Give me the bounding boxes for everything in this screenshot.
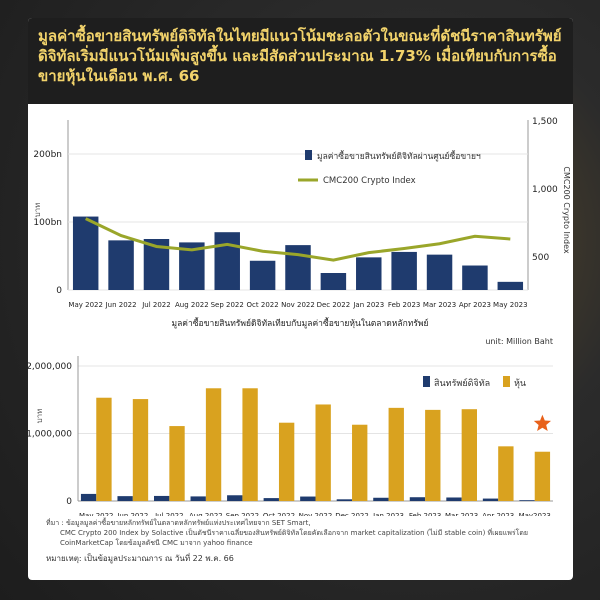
x-tick-label: Aug 2022: [175, 301, 209, 309]
legend-label: มูลค่าซื้อขายสินทรัพย์ดิจิทัลผ่านศูนย์ซื…: [317, 150, 481, 162]
x-tick-label: Dec 2022: [335, 512, 369, 516]
y2-tick-label: 500: [532, 253, 549, 263]
bar-stock: [425, 409, 441, 501]
legend-swatch-stock: [503, 376, 510, 387]
source-line-1: ที่มา : ข้อมูลมูลค่าซื้อขายหลักทรัพย์ในต…: [46, 519, 311, 527]
bar-stock: [96, 397, 112, 501]
bar-digital: [373, 497, 389, 501]
page-title: มูลค่าซื้อขายสินทรัพย์ดิจิทัลในไทยมีแนวโ…: [38, 27, 562, 85]
x-tick-label: Oct 2022: [247, 301, 279, 309]
x-tick-label: Jun 2022: [105, 301, 137, 309]
bar-digital-trading: [320, 273, 347, 290]
y2-tick-label: 1,000: [532, 185, 558, 195]
y-tick-label: 100bn: [33, 218, 62, 228]
bar-digital: [117, 496, 133, 501]
y-tick-label: 200bn: [33, 150, 62, 160]
bar-digital: [409, 497, 426, 501]
legend-swatch-bar: [305, 150, 312, 160]
bar-digital-trading: [356, 257, 382, 290]
bar-digital: [263, 498, 279, 501]
bar-digital-trading: [249, 260, 276, 290]
bar-stock: [534, 451, 551, 501]
legend-swatch-digital: [423, 376, 430, 387]
bar-stock: [169, 426, 185, 501]
bar-digital: [190, 496, 206, 501]
bar-digital-trading: [497, 281, 524, 290]
x-tick-label: Sep 2022: [226, 512, 259, 516]
x-tick-label: May 2022: [68, 301, 103, 309]
y-tick-label: 0: [56, 286, 62, 296]
x-tick-label: Mar 2023: [423, 301, 456, 309]
bar-digital-trading: [108, 240, 134, 290]
x-tick-label: Jan 2023: [352, 301, 384, 309]
x-tick-label: Dec 2022: [317, 301, 351, 309]
y-tick-label: 2,000,000: [28, 362, 72, 372]
bar-stock: [461, 409, 477, 501]
bar-digital: [519, 500, 535, 501]
bar-stock: [352, 424, 368, 501]
y-axis-label: บาท: [33, 203, 42, 218]
x-tick-label: Aug 2022: [189, 512, 223, 516]
footnotes: ที่มา : ข้อมูลมูลค่าซื้อขายหลักทรัพย์ในต…: [46, 518, 566, 564]
legend-label: สินทรัพย์ดิจิทัล: [434, 377, 490, 389]
bar-digital-trading: [426, 254, 453, 290]
x-tick-label: Nov 2022: [281, 301, 315, 309]
x-tick-label: Mar 2023: [445, 512, 478, 516]
source-line-3: CoinMarketCap โดยข้อมูลดัชนี CMC มาจาก y…: [60, 539, 253, 547]
x-tick-label: Jan 2023: [372, 512, 404, 516]
bar-stock: [315, 404, 331, 501]
x-tick-label: May 2023: [493, 301, 528, 309]
header-banner: มูลค่าซื้อขายสินทรัพย์ดิจิทัลในไทยมีแนวโ…: [28, 18, 573, 104]
bar-digital-trading: [462, 265, 488, 290]
x-tick-label: Feb 2023: [409, 512, 441, 516]
bar-stock: [278, 422, 295, 501]
bar-stock: [132, 399, 149, 501]
x-tick-label: Jul 2022: [141, 301, 171, 309]
x-tick-label: Jul 2022: [154, 512, 184, 516]
y-tick-label: 0: [66, 497, 72, 507]
x-tick-label: May2023: [519, 512, 551, 516]
unit-label: unit: Million Baht: [485, 337, 553, 346]
bar-digital: [227, 495, 243, 501]
y-tick-label: 1,000,000: [28, 430, 72, 440]
infographic-card: มูลค่าซื้อขายสินทรัพย์ดิจิทัลในไทยมีแนวโ…: [28, 18, 573, 580]
bar-digital-trading: [391, 251, 417, 290]
bar-stock: [388, 407, 404, 501]
bar-digital-trading: [285, 245, 311, 290]
legend-label: CMC200 Crypto Index: [323, 176, 416, 186]
y-axis-label: บาท: [35, 409, 44, 424]
x-tick-label: Feb 2023: [388, 301, 420, 309]
x-tick-label: Apr 2023: [482, 512, 514, 516]
chart-digital-vs-stock: มูลค่าซื้อขายสินทรัพย์ดิจิทัลเทียบกับมูล…: [28, 316, 573, 516]
bar-digital-trading: [214, 232, 240, 290]
y2-tick-label: 1,500: [532, 117, 558, 127]
x-tick-label: May 2022: [79, 512, 114, 516]
y2-axis-label: CMC200 Crypto Index: [562, 166, 571, 253]
line-cmc200: [85, 217, 511, 262]
x-tick-label: Nov 2022: [299, 512, 333, 516]
bar-digital: [80, 493, 97, 501]
bar-digital: [446, 497, 462, 501]
remark: หมายเหตุ: เป็นข้อมูลประมาณการ ณ วันที่ 2…: [46, 554, 234, 563]
chart-title: มูลค่าซื้อขายสินทรัพย์ดิจิทัลเทียบกับมูล…: [171, 317, 428, 329]
bar-stock: [242, 388, 258, 501]
legend-label: หุ้น: [514, 378, 526, 389]
x-tick-label: Oct 2022: [263, 512, 295, 516]
bar-digital: [336, 499, 353, 501]
bar-stock: [498, 446, 514, 501]
bar-digital-trading: [72, 216, 99, 290]
bar-digital: [154, 495, 170, 501]
star-icon: [533, 414, 551, 431]
chart-trading-vs-index: 0 100bn 200bn 500 1,000 1,500 บาท CMC200 Crypto…: [28, 110, 573, 315]
bar-digital: [300, 496, 316, 501]
source-line-2: CMC Crypto 200 Index by Solactive เป็นดั…: [60, 529, 529, 537]
bar-stock: [205, 388, 222, 501]
bar-digital: [482, 498, 499, 501]
x-tick-label: Apr 2023: [459, 301, 491, 309]
x-tick-label: Sep 2022: [211, 301, 244, 309]
x-tick-label: Jun 2022: [116, 512, 148, 516]
